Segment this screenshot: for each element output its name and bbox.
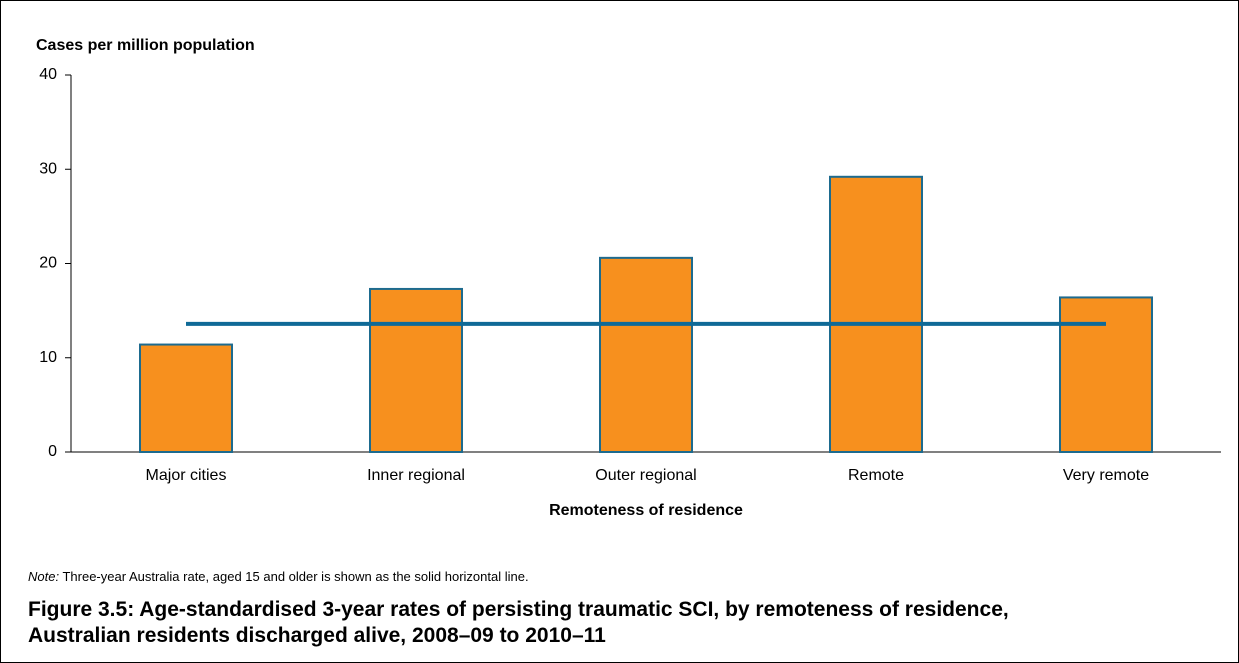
- y-axis-label: Cases per million population: [36, 37, 255, 54]
- x-tick-label: Inner regional: [367, 467, 465, 484]
- bar: [139, 343, 233, 453]
- x-tick-label: Remote: [848, 467, 904, 484]
- bar: [599, 256, 693, 453]
- bar: [1059, 296, 1153, 453]
- figure-title: Figure 3.5: Age-standardised 3-year rate…: [28, 598, 1009, 647]
- y-tick-label: 40: [39, 66, 57, 83]
- x-tick-label: Major cities: [146, 467, 227, 484]
- note-label: Note:: [28, 569, 60, 584]
- bar: [369, 287, 463, 454]
- y-tick-label: 30: [39, 160, 57, 177]
- x-axis-label: Remoteness of residence: [549, 502, 743, 519]
- y-tick-label: 10: [39, 349, 57, 366]
- note-text: Three-year Australia rate, aged 15 and o…: [62, 569, 529, 584]
- y-tick-label: 20: [39, 255, 57, 272]
- x-tick-label: Outer regional: [595, 467, 696, 484]
- y-tick-label: 0: [48, 443, 57, 460]
- x-tick-label: Very remote: [1063, 467, 1149, 484]
- bar: [829, 175, 923, 453]
- note: Note: Three-year Australia rate, aged 15…: [28, 569, 529, 584]
